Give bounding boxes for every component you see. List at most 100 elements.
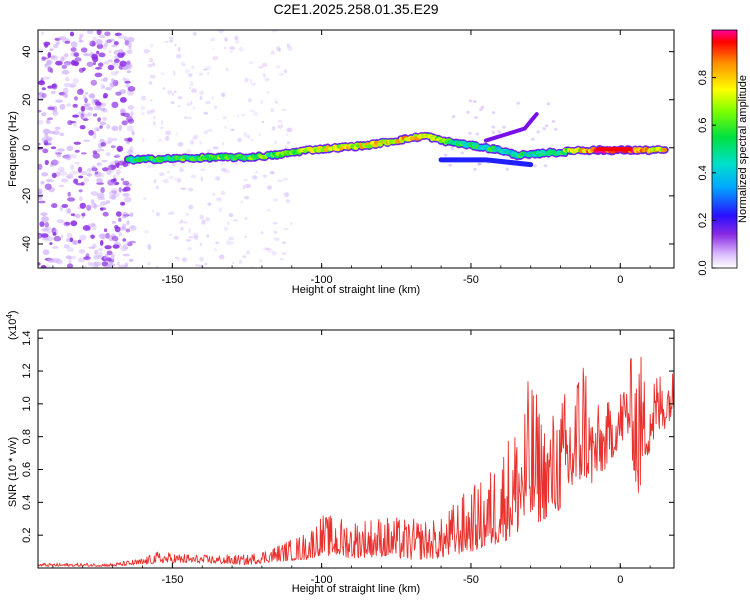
noise-cell [47,258,55,263]
noise-cell [89,93,96,99]
noise-cell [70,170,79,175]
noise-cell [167,171,170,174]
noise-cell [116,169,122,175]
noise-cell [77,88,84,95]
noise-cell [70,213,76,217]
noise-cell [188,236,194,239]
noise-cell [94,265,99,268]
noise-cell [230,50,233,54]
noise-cell [240,200,244,204]
noise-cell [59,132,65,137]
noise-cell [164,40,169,44]
noise-cell [162,87,166,90]
noise-cell [70,47,77,52]
noise-cell [277,120,283,123]
noise-cell [46,60,52,65]
ridge-branch [438,157,534,168]
noise-cell [96,30,102,36]
noise-cell [115,70,120,74]
noise-cell [282,252,287,255]
noise-cell [198,72,204,76]
noise-cell [87,62,93,68]
noise-cell [78,175,84,179]
noise-cell [246,250,250,255]
noise-cell [188,73,193,78]
noise-cell [267,248,274,253]
noise-cell [119,108,127,113]
noise-cell [64,40,71,44]
noise-cell [448,163,453,167]
noise-cell [82,118,89,121]
noise-cell [203,130,208,135]
figure-title: C2E1.2025.258.01.35.E29 [273,1,438,17]
noise-cell [153,179,156,184]
noise-cell [546,102,551,106]
noise-cell [78,67,85,73]
noise-cell [70,255,77,260]
noise-cell [235,162,238,167]
noise-cell [147,242,151,248]
noise-cell [127,137,133,142]
noise-cell [38,119,44,125]
snr-plot-area [38,330,674,568]
noise-cell [77,239,82,244]
noise-cell [174,177,177,181]
noise-cell [54,126,61,130]
noise-cell [129,146,134,153]
noise-cell [107,137,113,144]
noise-cell [111,101,119,109]
x-tick-label: -50 [463,574,479,586]
noise-cell [125,83,130,88]
noise-cell [95,128,100,132]
noise-cell [41,112,47,117]
noise-cell [148,81,153,85]
noise-cell [189,140,195,145]
noise-cell [168,233,173,236]
noise-cell [92,36,97,42]
noise-cell [175,256,179,259]
noise-cell [125,228,131,233]
noise-cell [551,119,556,123]
noise-cell [282,177,289,181]
noise-cell [277,179,284,182]
noise-cell [50,90,56,95]
noise-cell [63,221,71,227]
noise-cell [98,52,106,58]
noise-cell [205,217,211,222]
noise-cell [259,259,263,263]
noise-cell [150,99,153,102]
noise-cell [47,52,52,59]
noise-cell [85,92,89,95]
noise-cell [222,142,225,146]
noise-cell [46,76,51,80]
ridge-branch [483,112,539,143]
noise-cell [160,126,164,129]
noise-cell [38,109,42,113]
noise-cell [234,39,240,44]
noise-cell [104,253,109,258]
noise-cell [75,182,84,186]
noise-cell [261,63,268,67]
noise-cell [251,82,257,86]
noise-cell [118,124,122,132]
noise-cell [38,234,42,239]
noise-cell [207,129,213,132]
noise-cell [283,192,289,198]
noise-cell [242,255,247,259]
noise-cell [216,197,221,201]
noise-cell [90,79,98,86]
noise-cell [82,225,91,231]
noise-cell [144,229,150,234]
noise-cell [244,195,250,200]
noise-cell [97,254,102,260]
noise-cell [111,125,119,131]
noise-cell [47,117,54,120]
noise-cell [126,125,134,132]
noise-cell [120,245,128,252]
noise-cell [127,118,135,124]
noise-cell [112,244,120,249]
noise-cell [78,189,83,193]
noise-cell [221,92,226,98]
noise-cell [207,148,212,154]
ridge-cell [662,147,668,153]
